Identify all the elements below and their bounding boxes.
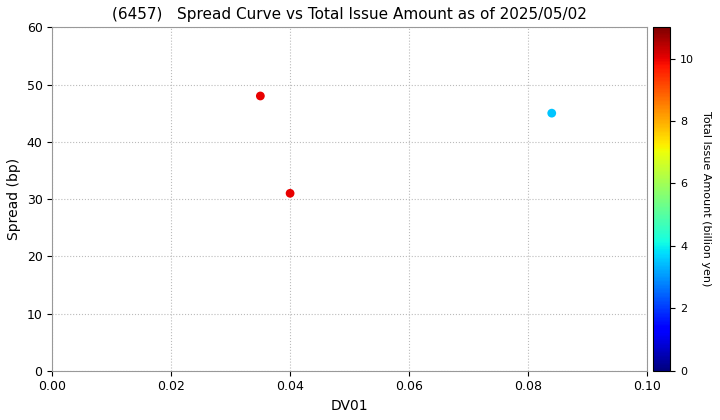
Point — [284, 190, 296, 197]
Y-axis label: Total Issue Amount (billion yen): Total Issue Amount (billion yen) — [701, 111, 711, 287]
Y-axis label: Spread (bp): Spread (bp) — [7, 158, 21, 240]
Point — [546, 110, 557, 116]
Title: (6457)   Spread Curve vs Total Issue Amount as of 2025/05/02: (6457) Spread Curve vs Total Issue Amoun… — [112, 7, 587, 22]
X-axis label: DV01: DV01 — [330, 399, 369, 413]
Point — [255, 93, 266, 100]
